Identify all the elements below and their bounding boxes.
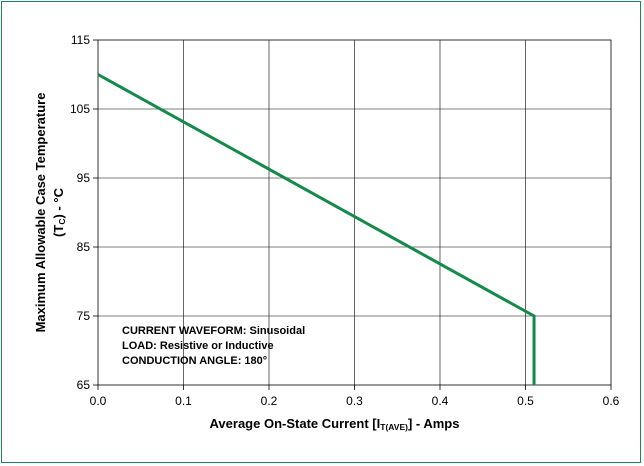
axis-titles: Average On-State Current [IT(AVE)] - Amp… <box>33 93 459 433</box>
x-tick-label: 0.3 <box>346 394 363 408</box>
y-tick-label: 115 <box>71 33 90 47</box>
x-axis-title: Average On-State Current [IT(AVE)] - Amp… <box>210 416 460 432</box>
annotation-line: CURRENT WAVEFORM: Sinusoidal <box>122 325 305 337</box>
x-tick-label: 0.0 <box>90 394 107 408</box>
y-axis-title-line2: (TC) - °C <box>51 187 67 237</box>
y-tick-label: 85 <box>77 240 91 254</box>
y-axis-title-line1: Maximum Allowable Case Temperature <box>33 93 48 333</box>
series <box>97 73 536 385</box>
annotation-line: LOAD: Resistive or Inductive <box>122 340 274 352</box>
x-tick-label: 0.2 <box>261 394 278 408</box>
grid <box>98 40 611 385</box>
x-tick-label: 0.6 <box>603 394 620 408</box>
tick-labels: 0.0 0.1 0.2 0.3 0.4 0.5 0.6 65 75 85 95 105 115 <box>70 33 620 408</box>
y-tick-label: 105 <box>70 102 90 116</box>
series-line <box>97 73 536 385</box>
x-tick-label: 0.1 <box>175 394 192 408</box>
y-tick-label: 65 <box>77 378 91 392</box>
annotation-box: CURRENT WAVEFORM: Sinusoidal LOAD: Resist… <box>122 325 305 367</box>
annotation-line: CONDUCTION ANGLE: 180° <box>122 355 267 367</box>
y-tick-label: 95 <box>77 171 91 185</box>
x-tick-label: 0.5 <box>517 394 534 408</box>
y-tick-label: 75 <box>77 309 91 323</box>
axes <box>93 39 612 390</box>
x-tick-label: 0.4 <box>432 394 449 408</box>
